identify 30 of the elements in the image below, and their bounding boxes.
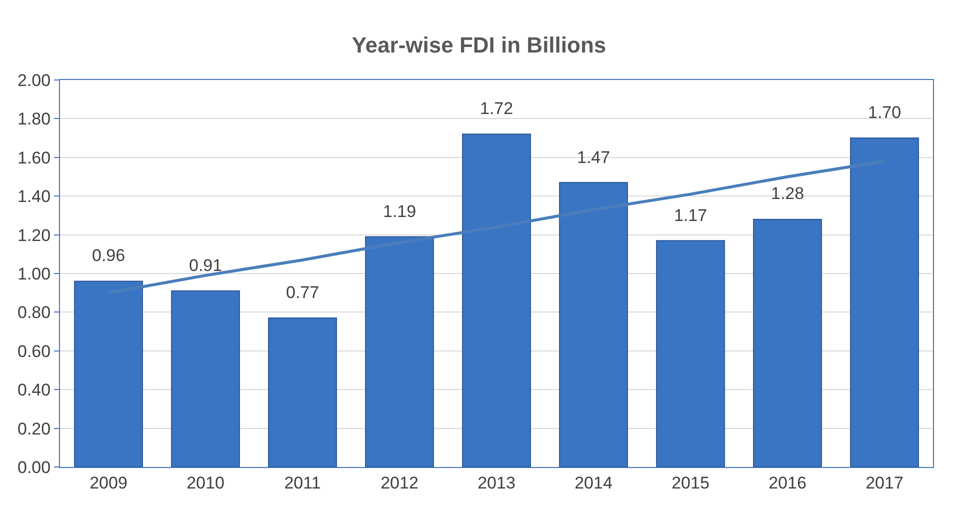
y-tick-label: 0.80 (18, 303, 51, 322)
y-tick-label: 2.00 (18, 70, 51, 90)
y-tick-label: 0.20 (18, 419, 51, 438)
x-tick-label: 2010 (186, 473, 224, 492)
y-tick-label: 1.20 (18, 226, 51, 245)
y-tick-label: 0.60 (18, 342, 51, 361)
y-tick-label: 1.00 (18, 264, 51, 284)
data-label: 1.19 (383, 202, 416, 221)
data-label: 0.96 (92, 246, 126, 265)
data-label: 1.72 (480, 99, 514, 118)
y-tick-label: 0.00 (18, 458, 51, 477)
y-tick-label: 1.40 (18, 187, 51, 206)
data-label: 1.70 (868, 103, 902, 122)
x-tick-label: 2015 (672, 473, 710, 492)
x-tick-label: 2012 (380, 473, 418, 492)
x-tick-label: 2017 (866, 473, 904, 492)
x-tick-label: 2016 (768, 473, 806, 492)
data-label: 1.28 (771, 184, 804, 203)
data-label: 0.91 (189, 256, 222, 275)
data-label: 1.17 (674, 206, 708, 225)
x-tick-label: 2013 (478, 473, 516, 492)
x-tick-label: 2009 (90, 473, 128, 492)
data-label: 1.47 (577, 148, 610, 167)
data-label: 0.77 (286, 283, 320, 302)
x-tick-label: 2011 (284, 473, 321, 492)
x-tick-label: 2014 (574, 473, 612, 492)
y-tick-label: 0.40 (18, 380, 51, 400)
chart-title: Year-wise FDI in Billions (352, 32, 606, 58)
y-tick-label: 1.60 (18, 148, 51, 168)
y-tick-label: 1.80 (18, 110, 51, 129)
